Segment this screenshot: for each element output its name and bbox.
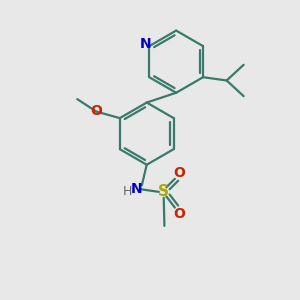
Text: N: N bbox=[131, 182, 143, 196]
Text: S: S bbox=[158, 184, 169, 200]
Text: O: O bbox=[90, 104, 102, 118]
Text: N: N bbox=[140, 38, 151, 52]
Text: O: O bbox=[173, 207, 185, 221]
Text: H: H bbox=[122, 185, 132, 198]
Text: O: O bbox=[173, 166, 185, 180]
